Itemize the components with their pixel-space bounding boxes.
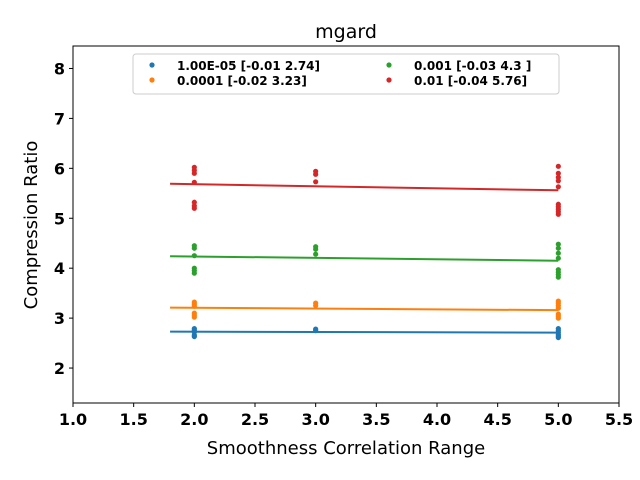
data-point xyxy=(555,241,561,247)
legend-item: 0.001 [-0.03 4.3 ] xyxy=(386,59,531,73)
data-point xyxy=(191,299,197,305)
trend-line xyxy=(170,255,559,262)
data-point xyxy=(313,244,319,250)
legend-label: 1.00E-05 [-0.01 2.74] xyxy=(177,59,320,73)
data-point xyxy=(555,250,561,256)
data-point xyxy=(555,267,561,273)
y-tick-label: 6 xyxy=(54,159,65,178)
data-point xyxy=(555,326,561,332)
data-point xyxy=(191,164,197,170)
data-point xyxy=(555,170,561,176)
plot-frame xyxy=(72,45,620,404)
data-point xyxy=(555,255,561,261)
x-axis: 1.0 1.5 2.0 2.5 3.0 3.5 4.0 4.5 5.0 5.5 xyxy=(59,403,633,429)
y-tick-label: 4 xyxy=(54,259,65,278)
data-point xyxy=(313,179,319,185)
y-axis-title: Compression Ratio xyxy=(21,141,42,310)
data-point xyxy=(191,243,197,249)
data-point xyxy=(313,300,319,306)
x-tick-label: 3.0 xyxy=(301,410,329,429)
y-tick-label: 8 xyxy=(54,59,65,78)
data-point xyxy=(555,163,561,169)
data-point xyxy=(191,326,197,332)
legend-item: 0.01 [-0.04 5.76] xyxy=(386,74,527,88)
series-1 xyxy=(170,326,561,341)
x-tick-label: 2.5 xyxy=(241,410,269,429)
data-point xyxy=(555,201,561,207)
legend-label: 0.01 [-0.04 5.76] xyxy=(414,74,527,88)
x-tick-label: 5.5 xyxy=(605,410,633,429)
data-point xyxy=(191,199,197,205)
data-point xyxy=(555,311,561,317)
legend-marker xyxy=(149,62,155,68)
legend-item: 1.00E-05 [-0.01 2.74] xyxy=(149,59,320,73)
x-tick-label: 3.5 xyxy=(362,410,390,429)
y-tick-label: 5 xyxy=(54,209,65,228)
x-tick-label: 4.0 xyxy=(423,410,451,429)
x-tick-label: 4.5 xyxy=(483,410,511,429)
data-point xyxy=(555,184,561,190)
data-point xyxy=(313,168,319,174)
data-point xyxy=(555,298,561,304)
data-point xyxy=(313,251,319,257)
x-tick-label: 2.0 xyxy=(180,410,208,429)
series-4 xyxy=(170,163,561,217)
y-tick-label: 3 xyxy=(54,309,65,328)
trend-line xyxy=(170,306,559,312)
legend-marker xyxy=(386,62,392,68)
legend-item: 0.0001 [-0.02 3.23] xyxy=(149,74,307,88)
legend-label: 0.001 [-0.03 4.3 ] xyxy=(414,59,531,73)
data-point xyxy=(555,245,561,251)
x-tick-label: 1.0 xyxy=(59,410,87,429)
y-axis: 2 3 4 5 6 7 8 xyxy=(54,59,73,378)
legend-box xyxy=(132,53,560,95)
legend-marker xyxy=(386,77,392,83)
x-tick-label: 5.0 xyxy=(544,410,572,429)
chart-title: mgard xyxy=(315,21,377,43)
y-tick-label: 2 xyxy=(54,359,65,378)
data-point xyxy=(191,265,197,271)
trend-line xyxy=(170,182,559,192)
series-2 xyxy=(170,298,561,321)
trend-line xyxy=(170,330,559,334)
data-point xyxy=(313,326,319,332)
series-3 xyxy=(170,241,561,280)
legend-marker xyxy=(149,77,155,83)
legend-label: 0.0001 [-0.02 3.23] xyxy=(177,74,307,88)
legend: 1.00E-05 [-0.01 2.74]0.0001 [-0.02 3.23]… xyxy=(132,53,560,95)
data-point xyxy=(191,310,197,316)
y-tick-label: 7 xyxy=(54,109,65,128)
data-point xyxy=(555,174,561,180)
plot-area xyxy=(170,163,561,341)
x-axis-title: Smoothness Correlation Range xyxy=(207,438,485,459)
x-tick-label: 1.5 xyxy=(119,410,147,429)
